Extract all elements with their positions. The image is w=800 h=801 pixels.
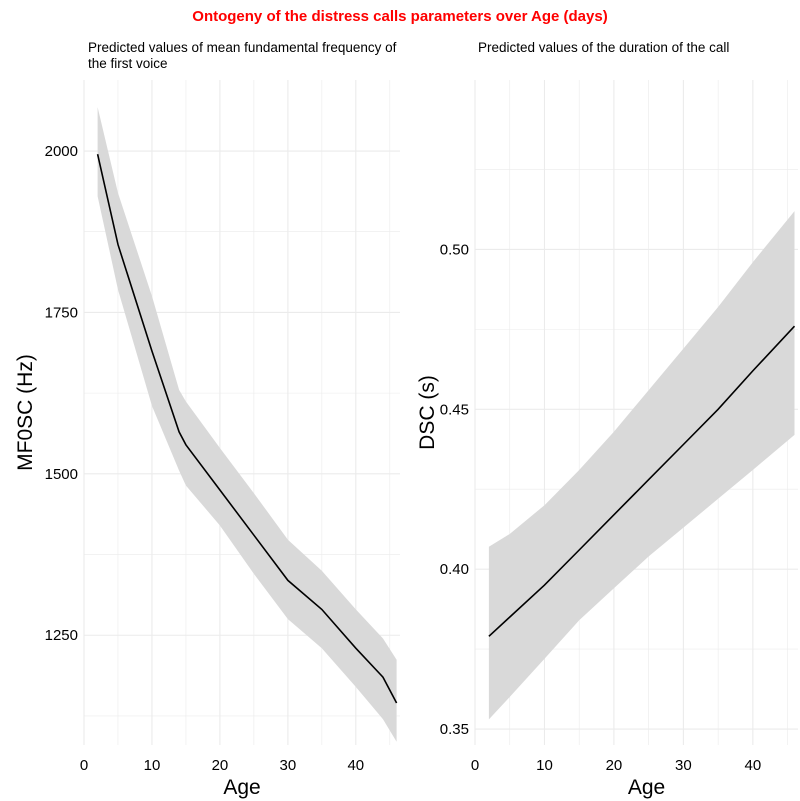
- left-y-axis-label: MF0SC (Hz): [14, 354, 37, 471]
- right-x-tick-label: 20: [606, 757, 623, 774]
- right-x-axis-label: Age: [628, 776, 665, 799]
- left-x-tick-label: 10: [144, 757, 161, 774]
- right-y-tick-label: 0.50: [440, 241, 469, 258]
- left-confidence-ribbon: [97, 107, 397, 742]
- right-panel-title: Predicted values of the duration of the …: [478, 40, 730, 55]
- left-x-axis-label: Age: [223, 776, 260, 799]
- right-series-line: [488, 325, 796, 637]
- left-x-tick-label: 30: [280, 757, 297, 774]
- left-x-tick-label: 40: [347, 757, 364, 774]
- left-series-line: [96, 154, 398, 704]
- left-x-tick-label: 20: [212, 757, 229, 774]
- left-y-tick-label: 1250: [45, 627, 78, 644]
- right-y-axis-label: DSC (s): [416, 375, 439, 450]
- chart-main-title: Ontogeny of the distress calls parameter…: [192, 8, 608, 25]
- right-confidence-ribbon: [488, 211, 795, 720]
- right-y-tick-label: 0.45: [440, 401, 469, 418]
- left-panel-title: Predicted values of mean fundamental fre…: [88, 40, 397, 71]
- left-x-tick-label: 0: [80, 757, 88, 774]
- right-y-tick-label: 0.35: [440, 721, 469, 738]
- right-y-tick-label: 0.40: [440, 561, 469, 578]
- left-y-tick-label: 1750: [45, 304, 78, 321]
- right-x-tick-label: 30: [675, 757, 692, 774]
- right-x-tick-label: 0: [471, 757, 479, 774]
- left-y-tick-label: 1500: [45, 466, 78, 483]
- left-y-tick-label: 2000: [45, 143, 78, 160]
- right-x-tick-label: 40: [745, 757, 762, 774]
- right-x-tick-label: 10: [536, 757, 553, 774]
